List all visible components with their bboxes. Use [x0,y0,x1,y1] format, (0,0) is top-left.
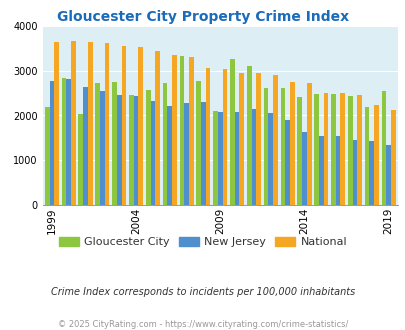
Bar [205,68,210,205]
Bar [133,96,138,205]
Bar [88,43,92,205]
Bar [230,59,234,205]
Bar [335,136,340,205]
Bar [330,94,335,205]
Bar [150,101,155,205]
Bar [352,140,356,205]
Text: Gloucester City Property Crime Index: Gloucester City Property Crime Index [57,10,348,24]
Bar [155,51,160,205]
Bar [196,81,200,205]
Bar [239,73,243,205]
Bar [340,93,344,205]
Bar [273,75,277,205]
Bar [263,88,268,205]
Bar [62,78,66,205]
Bar [256,73,260,205]
Bar [100,90,104,205]
Bar [390,110,395,205]
Bar [222,69,227,205]
Text: © 2025 CityRating.com - https://www.cityrating.com/crime-statistics/: © 2025 CityRating.com - https://www.city… [58,320,347,329]
Bar [246,66,251,205]
Text: Crime Index corresponds to incidents per 100,000 inhabitants: Crime Index corresponds to incidents per… [51,287,354,297]
Bar [95,83,100,205]
Bar [71,41,76,205]
Bar [162,83,167,205]
Bar [167,106,172,205]
Bar [356,95,361,205]
Bar [268,113,273,205]
Bar [188,57,193,205]
Bar [54,43,59,205]
Bar [217,112,222,205]
Bar [234,113,239,205]
Bar [285,120,289,205]
Bar [313,94,318,205]
Bar [364,108,369,205]
Bar [200,102,205,205]
Bar [104,43,109,205]
Bar [184,103,188,205]
Bar [117,95,121,205]
Bar [112,82,117,205]
Bar [347,96,352,205]
Bar [306,83,311,205]
Legend: Gloucester City, New Jersey, National: Gloucester City, New Jersey, National [54,233,351,252]
Bar [49,81,54,205]
Bar [138,47,143,205]
Bar [318,136,323,205]
Bar [385,145,390,205]
Bar [121,46,126,205]
Bar [129,95,133,205]
Bar [296,97,301,205]
Bar [381,91,385,205]
Bar [289,82,294,205]
Bar [280,88,285,205]
Bar [323,93,328,205]
Bar [66,79,71,205]
Bar [45,107,49,205]
Bar [369,141,373,205]
Bar [301,132,306,205]
Bar [179,56,184,205]
Bar [373,105,378,205]
Bar [172,55,177,205]
Bar [251,109,256,205]
Bar [83,86,88,205]
Bar [78,114,83,205]
Bar [145,90,150,205]
Bar [213,112,217,205]
